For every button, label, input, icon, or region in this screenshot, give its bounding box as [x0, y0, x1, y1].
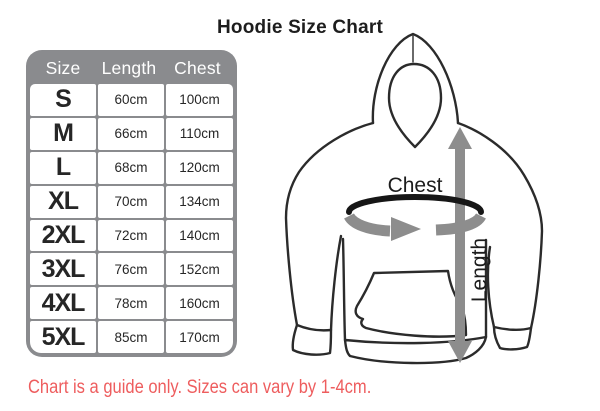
header-size: Size: [45, 57, 81, 78]
header-length: Length: [101, 57, 157, 78]
right-cuff: [492, 325, 533, 351]
size-cell: M: [30, 117, 96, 150]
size-cell: L: [30, 151, 96, 184]
size-table-header: Size Length Chest: [30, 54, 233, 82]
left-body-edge: [341, 237, 347, 342]
size-cell: S: [30, 84, 96, 116]
header-chest: Chest: [174, 57, 221, 78]
left-inner-sleeve-line: [329, 234, 343, 332]
chest-cell: 160cm: [166, 287, 233, 320]
length-cell: 60cm: [98, 84, 164, 116]
hem-band: [343, 335, 488, 365]
hood-outline: [371, 32, 460, 125]
length-cell: 72cm: [98, 219, 164, 252]
length-cell: 76cm: [98, 253, 164, 286]
length-cell: 70cm: [98, 185, 164, 218]
length-label: Length: [468, 238, 491, 302]
length-cell: 85cm: [98, 321, 164, 353]
left-cuff: [291, 323, 333, 356]
size-table: Size Length Chest S 60cm 100cm M 66cm 11…: [26, 50, 237, 357]
chest-arrowhead-right-icon: [391, 217, 421, 241]
chest-ellipse-top-arc: [346, 194, 484, 215]
size-cell: 3XL: [30, 253, 96, 286]
chest-cell: 170cm: [166, 321, 233, 353]
chest-cell: 140cm: [166, 219, 233, 252]
hood-face-opening: [387, 62, 443, 149]
size-cell: 5XL: [30, 321, 96, 353]
length-arrow: [448, 127, 472, 363]
chest-cell: 100cm: [166, 84, 233, 116]
right-inner-sleeve-line: [486, 245, 496, 329]
size-table-body: S 60cm 100cm M 66cm 110cm L 68cm 120cm X…: [30, 84, 233, 353]
chest-label: Chest: [388, 174, 443, 197]
chest-cell: 120cm: [166, 151, 233, 184]
length-arrowhead-down-icon: [448, 341, 472, 363]
length-cell: 78cm: [98, 287, 164, 320]
size-cell: XL: [30, 185, 96, 218]
disclaimer-note: Chart is a guide only. Sizes can vary by…: [28, 377, 372, 398]
length-cell: 66cm: [98, 117, 164, 150]
chest-arrow-right-arc: [435, 212, 486, 236]
length-cell: 68cm: [98, 151, 164, 184]
chest-cell: 134cm: [166, 185, 233, 218]
chest-cell: 152cm: [166, 253, 233, 286]
left-shoulder-sleeve-outline: [284, 121, 375, 327]
chest-arrow: [344, 194, 486, 241]
size-cell: 4XL: [30, 287, 96, 320]
page-title: Hoodie Size Chart: [217, 17, 383, 38]
chest-cell: 110cm: [166, 117, 233, 150]
chest-arrow-left-arc: [344, 212, 391, 237]
right-shoulder-sleeve-outline: [456, 121, 544, 330]
size-cell: 2XL: [30, 219, 96, 252]
length-arrowhead-up-icon: [448, 127, 472, 149]
kangaroo-pocket: [354, 269, 468, 338]
